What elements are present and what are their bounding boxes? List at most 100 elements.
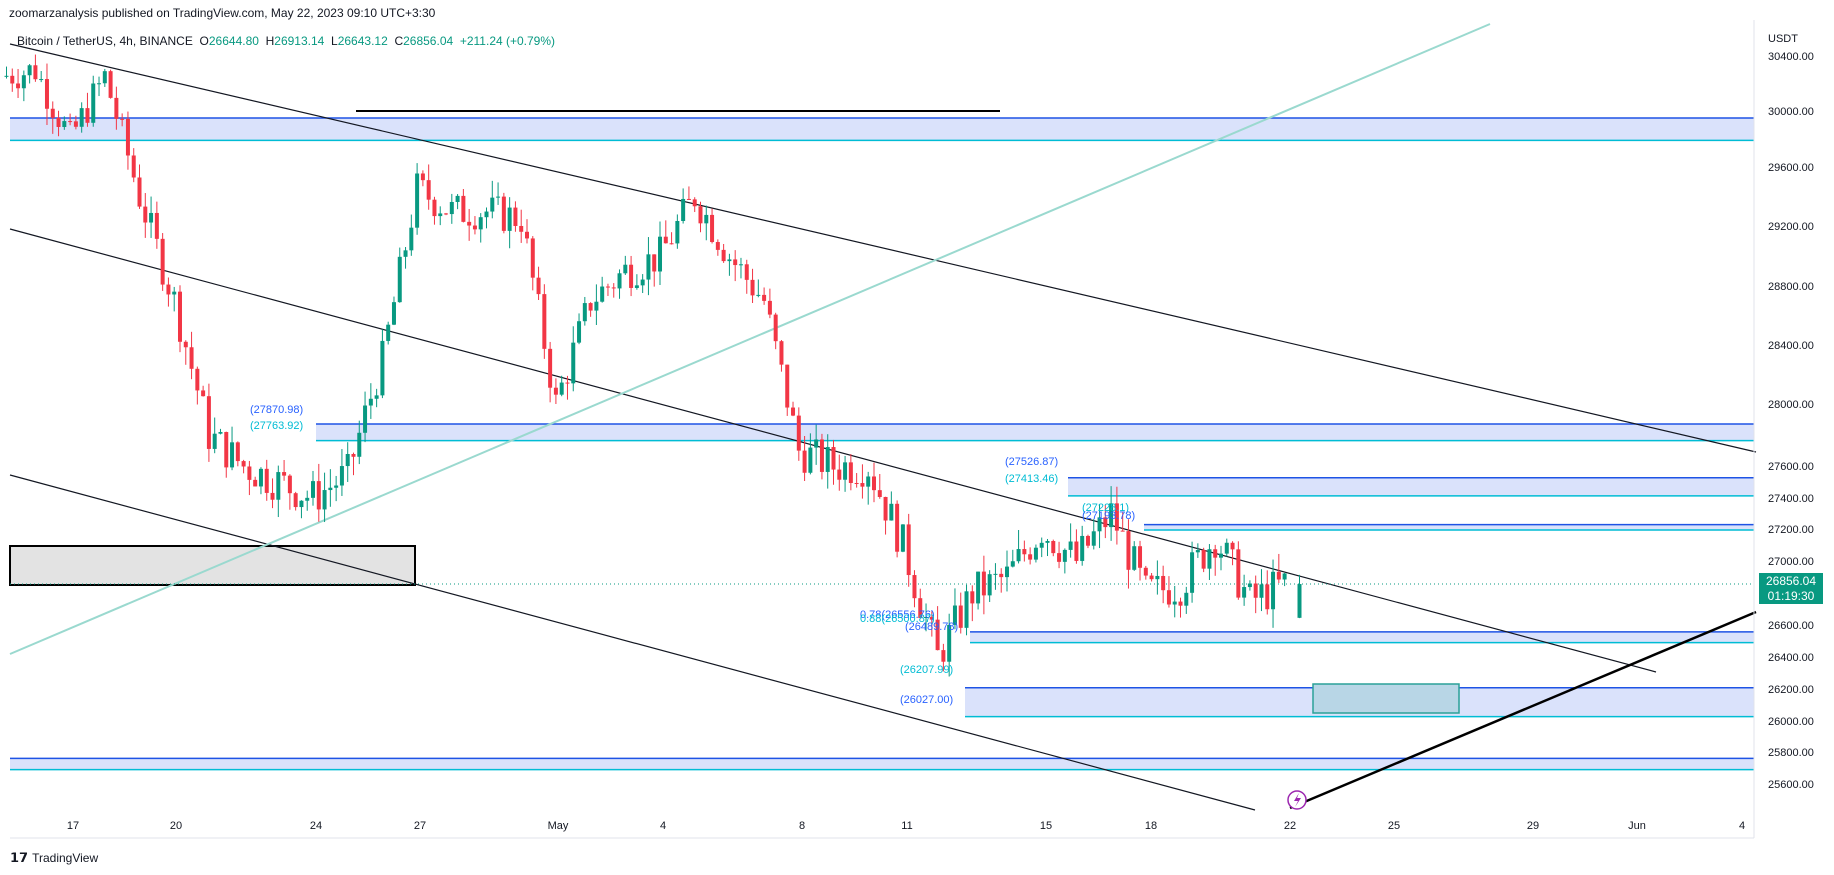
x-tick-label: 11 [901, 820, 912, 832]
candle-body [1016, 549, 1021, 562]
candle-body [1178, 601, 1183, 606]
candle-body [889, 503, 894, 521]
candle-body [316, 481, 321, 510]
fib-level-label: (27193.78) [1082, 510, 1135, 522]
candle-body [640, 279, 645, 286]
candle-body [1120, 530, 1125, 532]
y-tick-label: 27400.00 [1768, 493, 1814, 505]
candle-body [1022, 549, 1027, 555]
candle-body [819, 439, 824, 472]
support-resistance-zone [1068, 477, 1754, 496]
candle-body [704, 214, 709, 224]
candle-body [160, 238, 165, 285]
fib-level-label: (27228.1) [1082, 502, 1129, 514]
candle-body [467, 221, 472, 226]
candle-body [715, 242, 720, 250]
candle-body [1207, 549, 1212, 569]
low-label: L [331, 34, 338, 48]
candle-body [10, 75, 15, 84]
x-tick-label: 27 [414, 820, 426, 832]
x-tick-label: 15 [1040, 820, 1052, 832]
candle-body [629, 264, 634, 288]
candle-body [1230, 542, 1235, 550]
candle-body [224, 432, 229, 468]
y-tick-label: 29200.00 [1768, 221, 1814, 233]
fib-level-label: (27413.46) [1005, 473, 1058, 485]
candle-body [658, 236, 663, 272]
candle-body [172, 291, 177, 295]
candle-body [1051, 540, 1056, 554]
candle-body [478, 217, 483, 230]
candle-body [837, 469, 842, 480]
candle-body [420, 173, 425, 181]
candle-body [432, 199, 437, 217]
candle-body [496, 196, 501, 198]
fib-level-label: (27870.98) [250, 404, 303, 416]
candle-body [964, 591, 969, 628]
candle-body [848, 462, 853, 483]
candle-body [1114, 503, 1119, 531]
candle-body [1218, 553, 1223, 558]
candle-body [357, 432, 362, 457]
candle-body [444, 213, 449, 215]
candle-body [386, 324, 391, 341]
candle-body [767, 300, 772, 315]
candle-body [1259, 584, 1264, 598]
candle-body [1201, 550, 1206, 569]
y-tick-label: 26200.00 [1768, 684, 1814, 696]
high-value: 26913.14 [274, 34, 325, 48]
candle-body [438, 213, 443, 217]
candle-body [415, 173, 420, 228]
candle-body [814, 439, 819, 448]
candle-body [1155, 575, 1160, 580]
candle-body [44, 79, 49, 109]
candle-body [1028, 554, 1033, 560]
candle-body [871, 476, 876, 491]
candle-body [311, 481, 316, 498]
candle-body [1062, 549, 1067, 562]
candle-body [230, 442, 235, 468]
candle-body [721, 249, 726, 262]
y-tick-label: 26600.00 [1768, 620, 1814, 632]
candle-body [1161, 575, 1166, 591]
fib-level-label: (27526.87) [1005, 456, 1058, 468]
tradingview-footer[interactable]: 𝟭𝟳 TradingView [10, 850, 98, 866]
candle-body [1282, 573, 1287, 580]
candle-body [1091, 531, 1096, 546]
candle-body [692, 199, 697, 207]
open-value: 26644.80 [208, 34, 259, 48]
candle-body [710, 214, 715, 243]
candle-body [351, 454, 356, 457]
candle-body [253, 479, 258, 487]
candle-body [582, 303, 587, 322]
open-label: O [199, 34, 209, 48]
x-tick-label: 4 [1739, 820, 1745, 832]
candle-body [698, 206, 703, 224]
fib-level-label: (26489.78) [905, 621, 958, 633]
candle-body [62, 121, 67, 127]
candle-body [455, 195, 460, 202]
candle-body [536, 277, 541, 295]
candle-body [976, 571, 981, 604]
candle-body [380, 340, 385, 396]
candle-body [79, 108, 84, 127]
fib-level-label: (27763.92) [250, 420, 303, 432]
y-tick-label: 28800.00 [1768, 281, 1814, 293]
candle-body [397, 256, 402, 303]
y-tick-label: 26000.00 [1768, 716, 1814, 728]
candle-body [559, 382, 564, 395]
candle-body [183, 341, 188, 348]
candle-body [1184, 592, 1189, 606]
candle-body [282, 472, 287, 476]
symbol-name[interactable]: Bitcoin / TetherUS, 4h, BINANCE [17, 34, 193, 48]
candle-body [1097, 517, 1102, 532]
candle-body [449, 201, 454, 215]
candle-body [831, 447, 836, 470]
candle-body [577, 321, 582, 343]
candle-body [750, 279, 755, 296]
candle-body [73, 121, 78, 127]
candle-body [484, 211, 489, 218]
y-tick-label: 27600.00 [1768, 461, 1814, 473]
candle-body [206, 396, 211, 449]
